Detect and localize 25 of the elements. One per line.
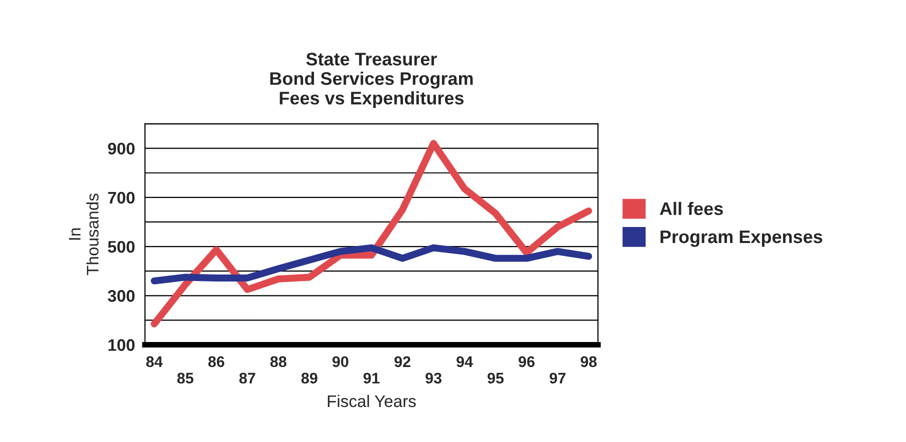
x-tick-label: 87	[239, 372, 256, 384]
x-tick-label: 84	[146, 356, 163, 368]
x-tick-label: 96	[518, 356, 535, 368]
x-tick-label: 89	[301, 372, 318, 384]
x-axis-title: Fiscal Years	[328, 394, 416, 408]
x-tick-label: 88	[270, 356, 286, 368]
x-tick-label: 90	[332, 356, 348, 368]
x-tick-label: 92	[394, 356, 410, 368]
x-tick-label: 94	[456, 356, 473, 368]
x-tick-label: 95	[488, 372, 504, 384]
y-tick-label: 300	[108, 290, 135, 302]
y-tick-label: 500	[108, 240, 135, 253]
y-tick-label: 700	[108, 192, 135, 204]
x-tick-label: 93	[426, 372, 442, 384]
x-tick-label: 91	[363, 372, 380, 384]
legend-label: All fees	[660, 202, 723, 216]
chart-title: State Treasurer Bond Services Program Fees vs Expenditures	[270, 52, 473, 108]
y-tick-label: 900	[108, 142, 135, 155]
legend-label: Program Expenses	[660, 230, 822, 247]
x-tick-label: 85	[177, 372, 194, 384]
x-tick-label: 86	[208, 356, 224, 368]
y-tick-label: 100	[108, 339, 135, 351]
x-tick-label: 98	[580, 356, 597, 368]
x-tick-label: 97	[550, 372, 566, 384]
y-axis-title: In Thousands	[69, 194, 99, 276]
